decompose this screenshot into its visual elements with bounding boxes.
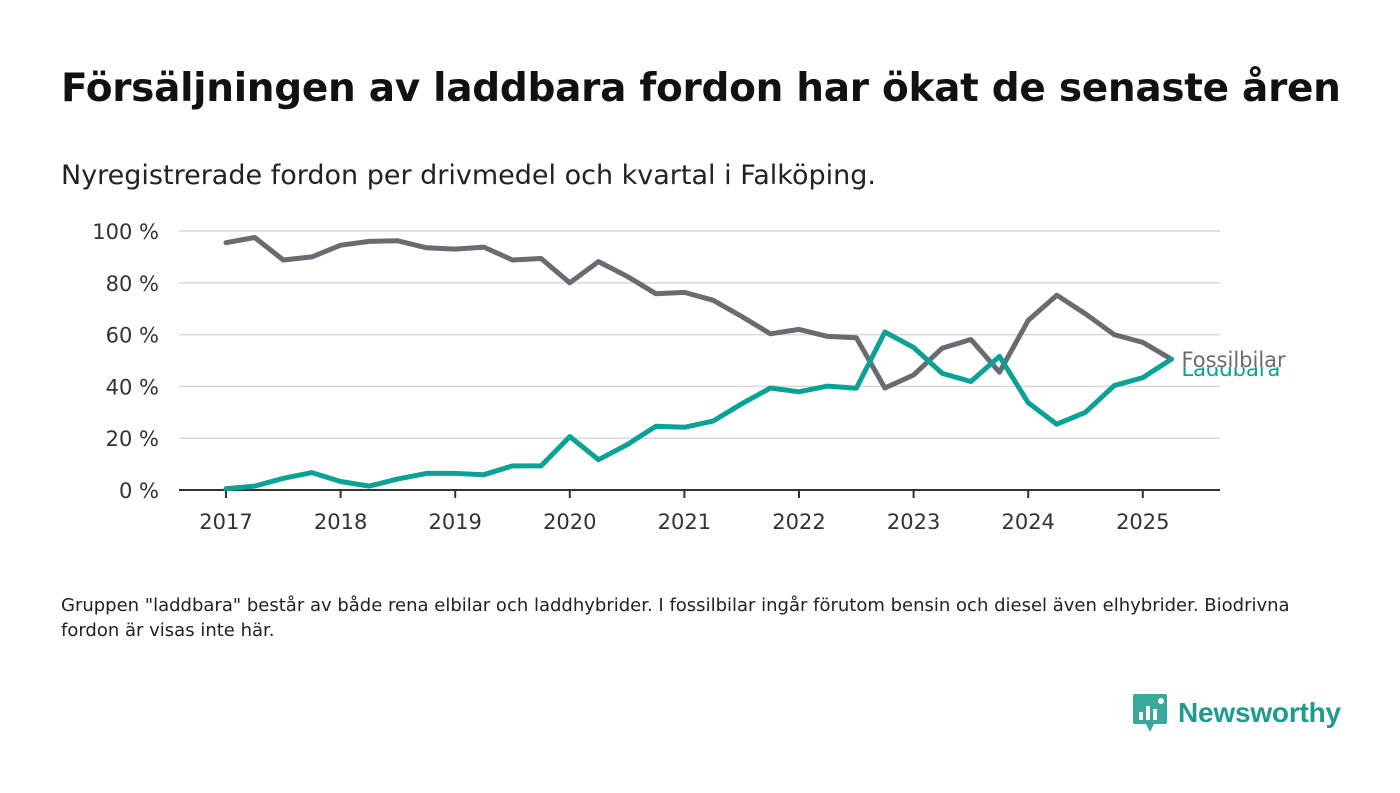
y-tick-label: 0 % (119, 479, 159, 503)
brand-name: Newsworthy (1178, 697, 1341, 728)
x-tick-label: 2019 (428, 510, 481, 534)
x-tick-label: 2024 (1001, 510, 1054, 534)
chart-footnote: Gruppen "laddbara" består av både rena e… (61, 595, 1290, 641)
x-tick-label: 2021 (658, 510, 711, 534)
x-tick-label: 2025 (1116, 510, 1169, 534)
x-axis: 2017 2018 2019 2020 2021 2022 2023 2024 2025 (179, 489, 1220, 534)
series-label-fossilbilar: Fossilbilar (1181, 348, 1286, 372)
brand-logo: Newsworthy (1132, 692, 1341, 734)
x-tick-label: 2022 (772, 510, 825, 534)
series-line-laddbara (223, 329, 1174, 492)
y-tick-label: 80 % (106, 272, 159, 296)
y-tick-label: 20 % (106, 427, 159, 451)
x-tick-label: 2017 (199, 510, 252, 534)
y-axis-ticks: 0 % 20 % 40 % 60 % 80 % 100 % (92, 220, 159, 503)
chart-subtitle: Nyregistrerade fordon per drivmedel och … (61, 160, 876, 191)
label-mask (1179, 339, 1305, 368)
x-tick-label: 2020 (543, 510, 596, 534)
y-tick-label: 60 % (106, 324, 159, 348)
newsworthy-logo-icon (1133, 694, 1167, 732)
line-chart: 0 % 20 % 40 % 60 % 80 % 100 % 2017 2018 2019 202… (92, 220, 1305, 534)
series-line-fossilbilar (223, 235, 1174, 391)
chart-title: Försäljningen av laddbara fordon har öka… (61, 66, 1341, 111)
y-tick-label: 100 % (92, 220, 159, 244)
gridlines (179, 230, 1220, 439)
y-tick-label: 40 % (106, 375, 159, 399)
x-tick-label: 2018 (314, 510, 367, 534)
x-tick-label: 2023 (887, 510, 940, 534)
series-lines (223, 235, 1174, 492)
